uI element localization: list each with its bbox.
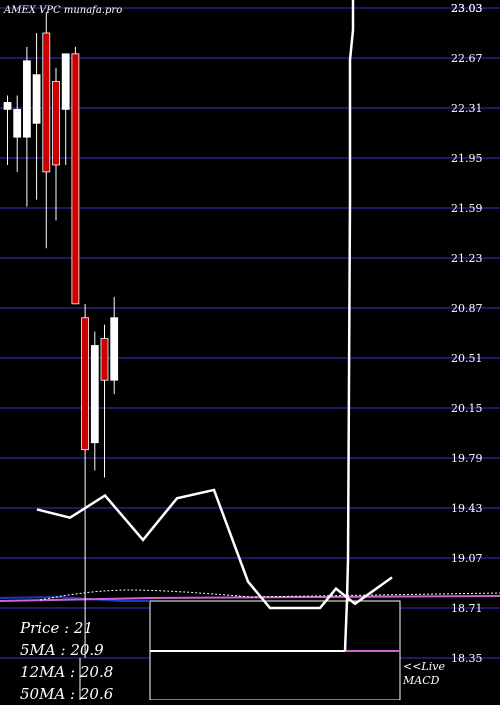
live-label: <<Live [403, 660, 445, 673]
candle-body [100, 338, 109, 381]
ma-line-magenta [0, 595, 500, 602]
moving-average-lines [0, 589, 500, 602]
ma50-stat: 50MA : 20.6 [20, 685, 114, 703]
candle-body [22, 60, 31, 138]
chart-title: AMEX VPC munafa.pro [4, 5, 123, 16]
candle-body [3, 102, 12, 110]
axis-tick-label: 20.51 [451, 352, 483, 365]
axis-tick-label: 18.35 [451, 652, 483, 665]
volume-line [36, 488, 393, 610]
axis-tick-label: 21.59 [451, 202, 483, 215]
price-stat: Price : 21 [20, 619, 94, 637]
candle-body [110, 317, 119, 381]
candle-body [52, 81, 60, 166]
candle-body [90, 345, 99, 444]
candle-body [61, 53, 70, 110]
candlestick-series [3, 12, 119, 700]
axis-tick-label: 21.23 [451, 252, 483, 265]
live-macd-label: <<Live MACD [403, 660, 445, 688]
axis-tick-label: 22.67 [451, 52, 483, 65]
spike-line [343, 0, 355, 652]
candle-body [32, 74, 41, 124]
macd-panel [149, 600, 401, 700]
volume-polyline [36, 488, 393, 610]
axis-tick-label: 18.71 [451, 602, 483, 615]
stats-panel: Price : 21 5MA : 20.9 12MA : 20.8 50MA :… [20, 617, 113, 705]
candle-body [42, 32, 51, 173]
candle-body [71, 53, 80, 305]
ma5-stat: 5MA : 20.9 [20, 641, 104, 659]
axis-tick-label: 19.07 [451, 552, 483, 565]
axis-tick-label: 22.31 [451, 102, 483, 115]
axis-tick-label: 21.95 [451, 152, 483, 165]
price-axis: 23.0323.0322.6722.3121.9521.5921.2320.87… [451, 2, 483, 665]
candle-body [13, 108, 22, 138]
axis-tick-label: 19.79 [451, 452, 483, 465]
macd-spike-line [343, 0, 355, 652]
ma12-stat: 12MA : 20.8 [20, 663, 114, 681]
axis-tick-label: 20.87 [451, 302, 483, 315]
axis-tick-label: 23.03 [451, 2, 483, 15]
candle-body [81, 317, 89, 451]
ma-line-dotted [39, 589, 500, 601]
axis-tick-label: 19.43 [451, 502, 483, 515]
axis-tick-label: 20.15 [451, 402, 483, 415]
macd-label: MACD [403, 674, 440, 687]
axis-tick-label: 23.03 [451, 2, 483, 15]
